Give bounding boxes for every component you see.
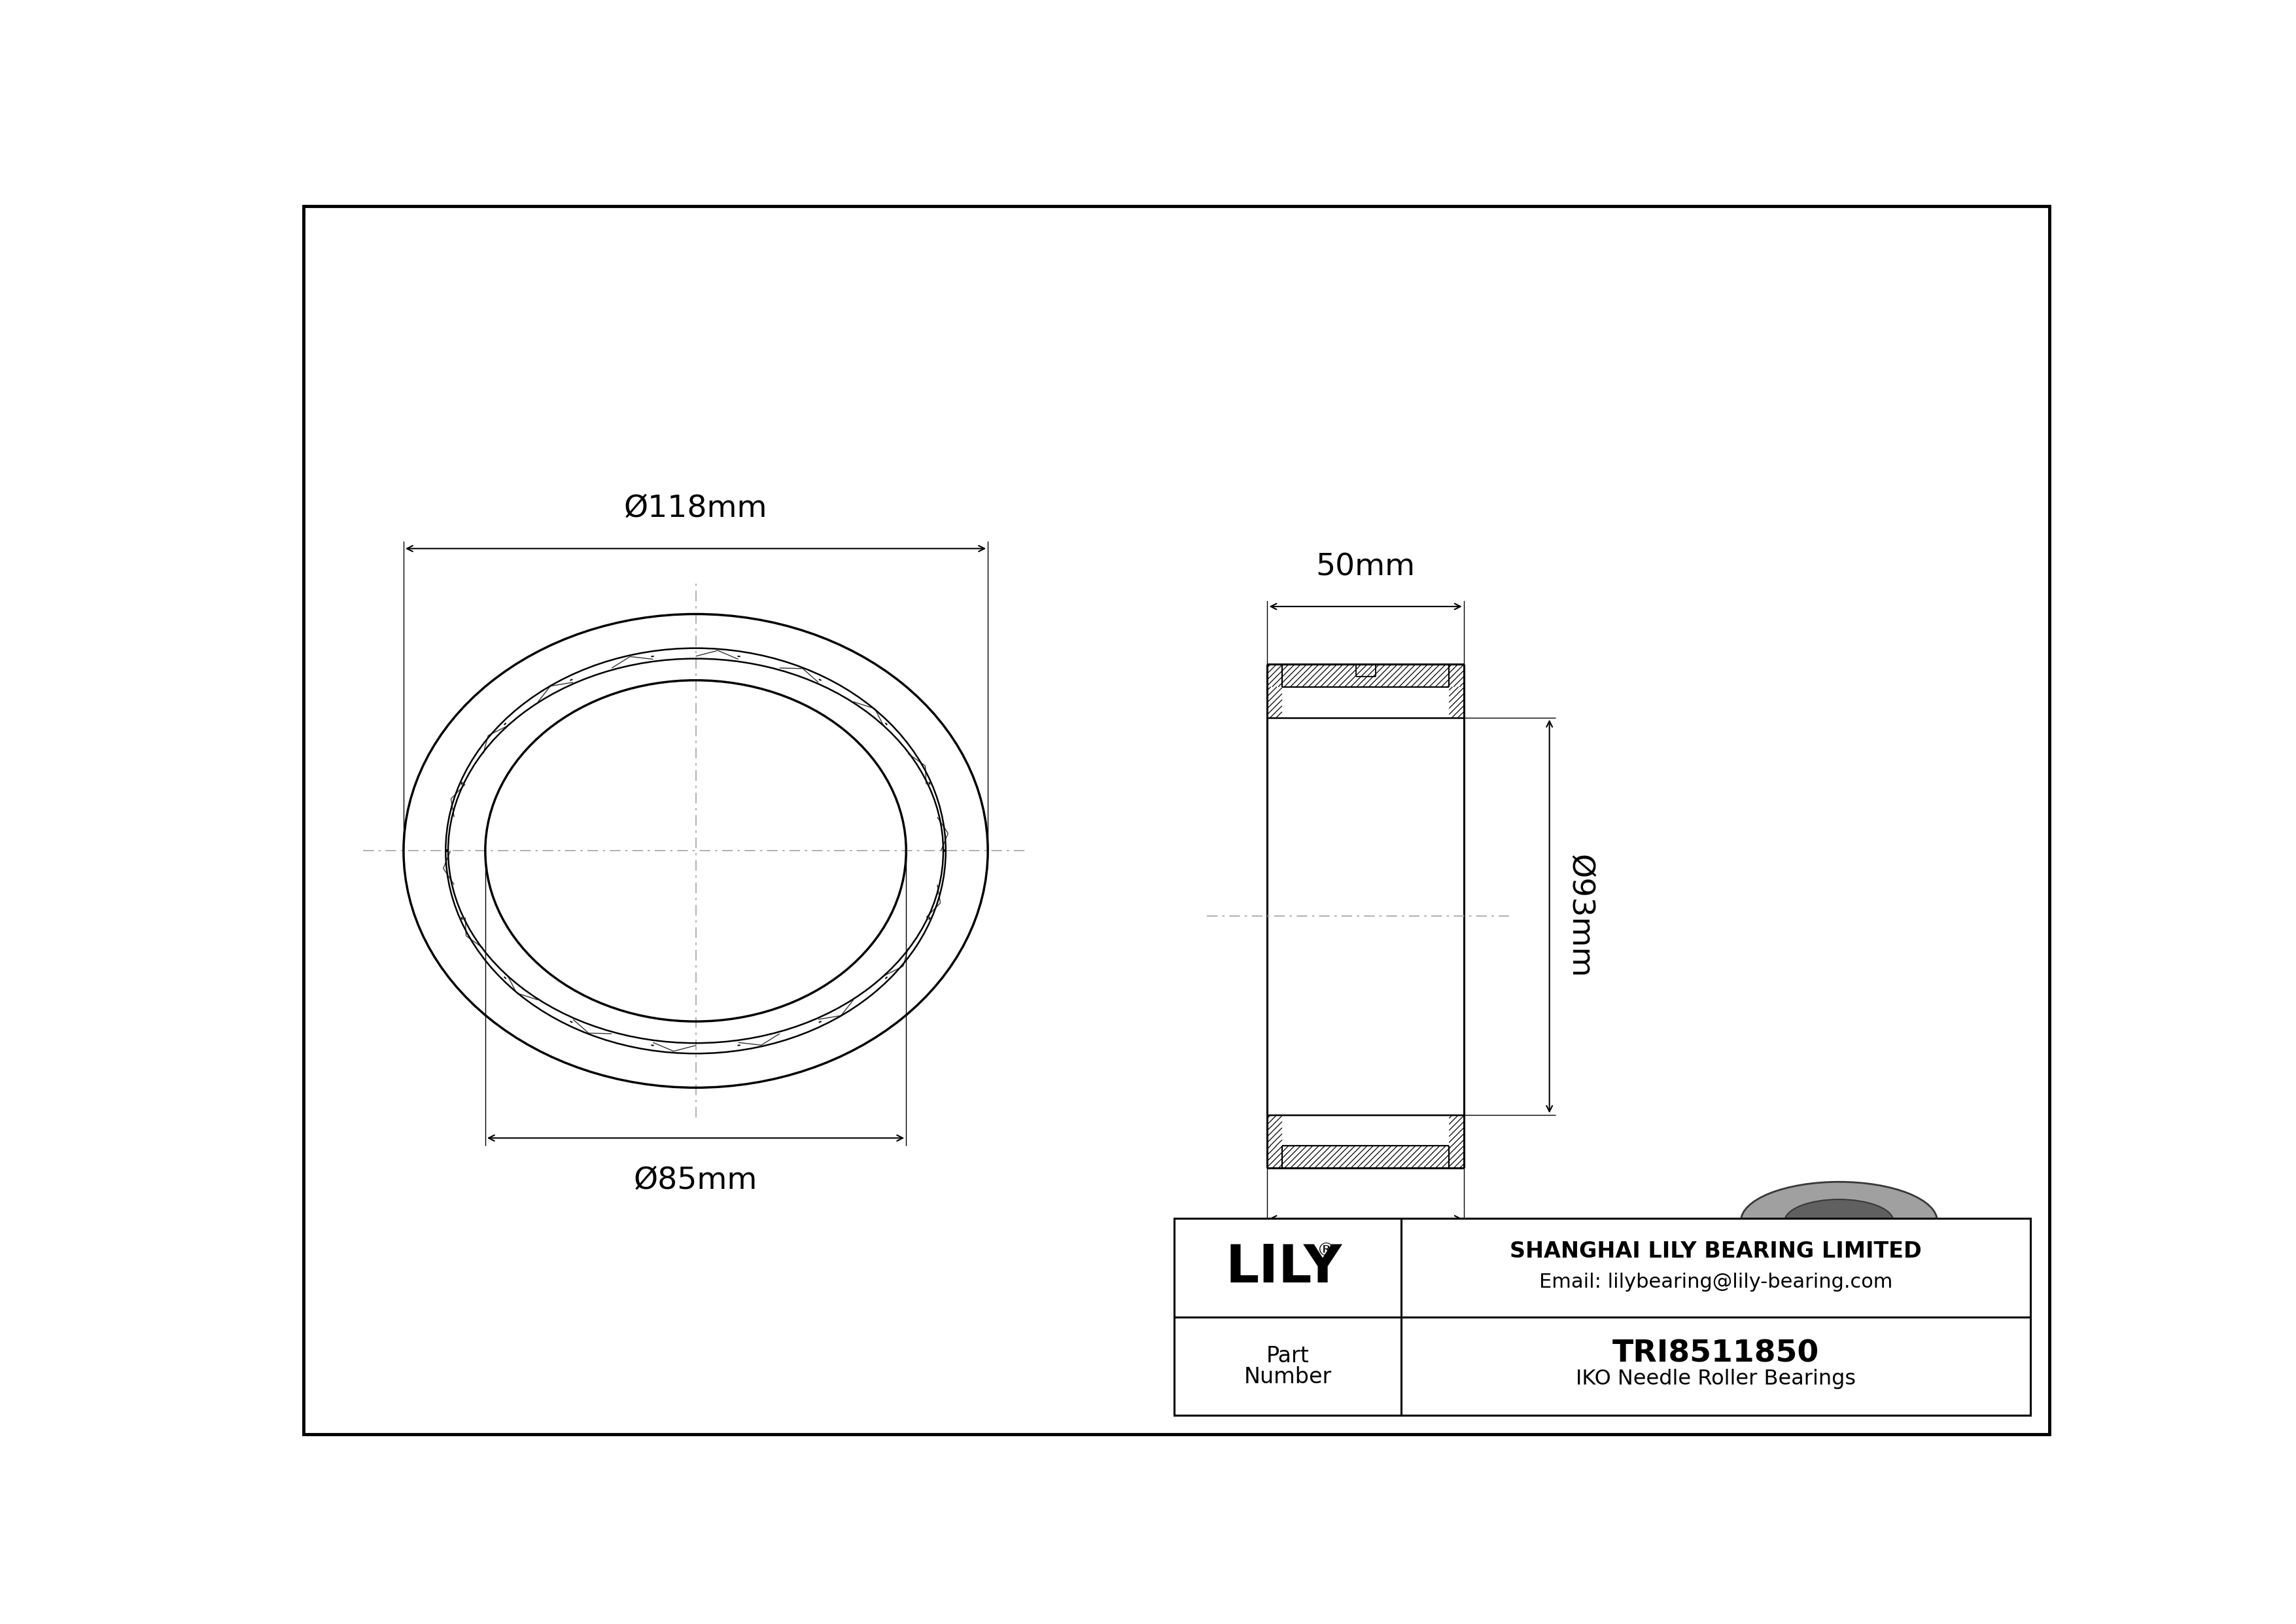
Text: LILY: LILY — [1226, 1242, 1341, 1293]
Text: ®: ® — [1318, 1241, 1336, 1260]
Text: 50.5mm: 50.5mm — [1302, 1244, 1430, 1273]
Ellipse shape — [1784, 1200, 1894, 1242]
Polygon shape — [1894, 1221, 1938, 1276]
Ellipse shape — [1740, 1237, 1938, 1315]
Text: SHANGHAI LILY BEARING LIMITED: SHANGHAI LILY BEARING LIMITED — [1511, 1241, 1922, 1262]
Text: Part: Part — [1265, 1345, 1309, 1367]
Text: IKO Needle Roller Bearings: IKO Needle Roller Bearings — [1575, 1369, 1855, 1389]
Ellipse shape — [1740, 1182, 1938, 1260]
Ellipse shape — [1784, 1255, 1894, 1298]
Text: TRI8511850: TRI8511850 — [1612, 1340, 1818, 1369]
Text: 50mm: 50mm — [1316, 552, 1414, 583]
Text: Email: lilybearing@lily-bearing.com: Email: lilybearing@lily-bearing.com — [1538, 1272, 1892, 1291]
Polygon shape — [1740, 1221, 1784, 1276]
Text: Number: Number — [1244, 1366, 1332, 1389]
Polygon shape — [1784, 1221, 1894, 1276]
Text: Ø85mm: Ø85mm — [634, 1166, 758, 1195]
Bar — [1173, 1218, 2030, 1415]
Text: Ø118mm: Ø118mm — [625, 494, 767, 523]
Text: Ø93mm: Ø93mm — [1564, 854, 1593, 978]
